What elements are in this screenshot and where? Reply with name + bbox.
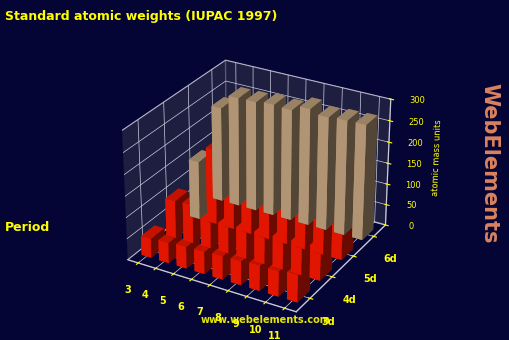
- Text: WebElements: WebElements: [479, 83, 499, 243]
- Text: www.webelements.com: www.webelements.com: [200, 315, 329, 325]
- Text: Period: Period: [5, 221, 50, 234]
- Text: Standard atomic weights (IUPAC 1997): Standard atomic weights (IUPAC 1997): [5, 10, 277, 23]
